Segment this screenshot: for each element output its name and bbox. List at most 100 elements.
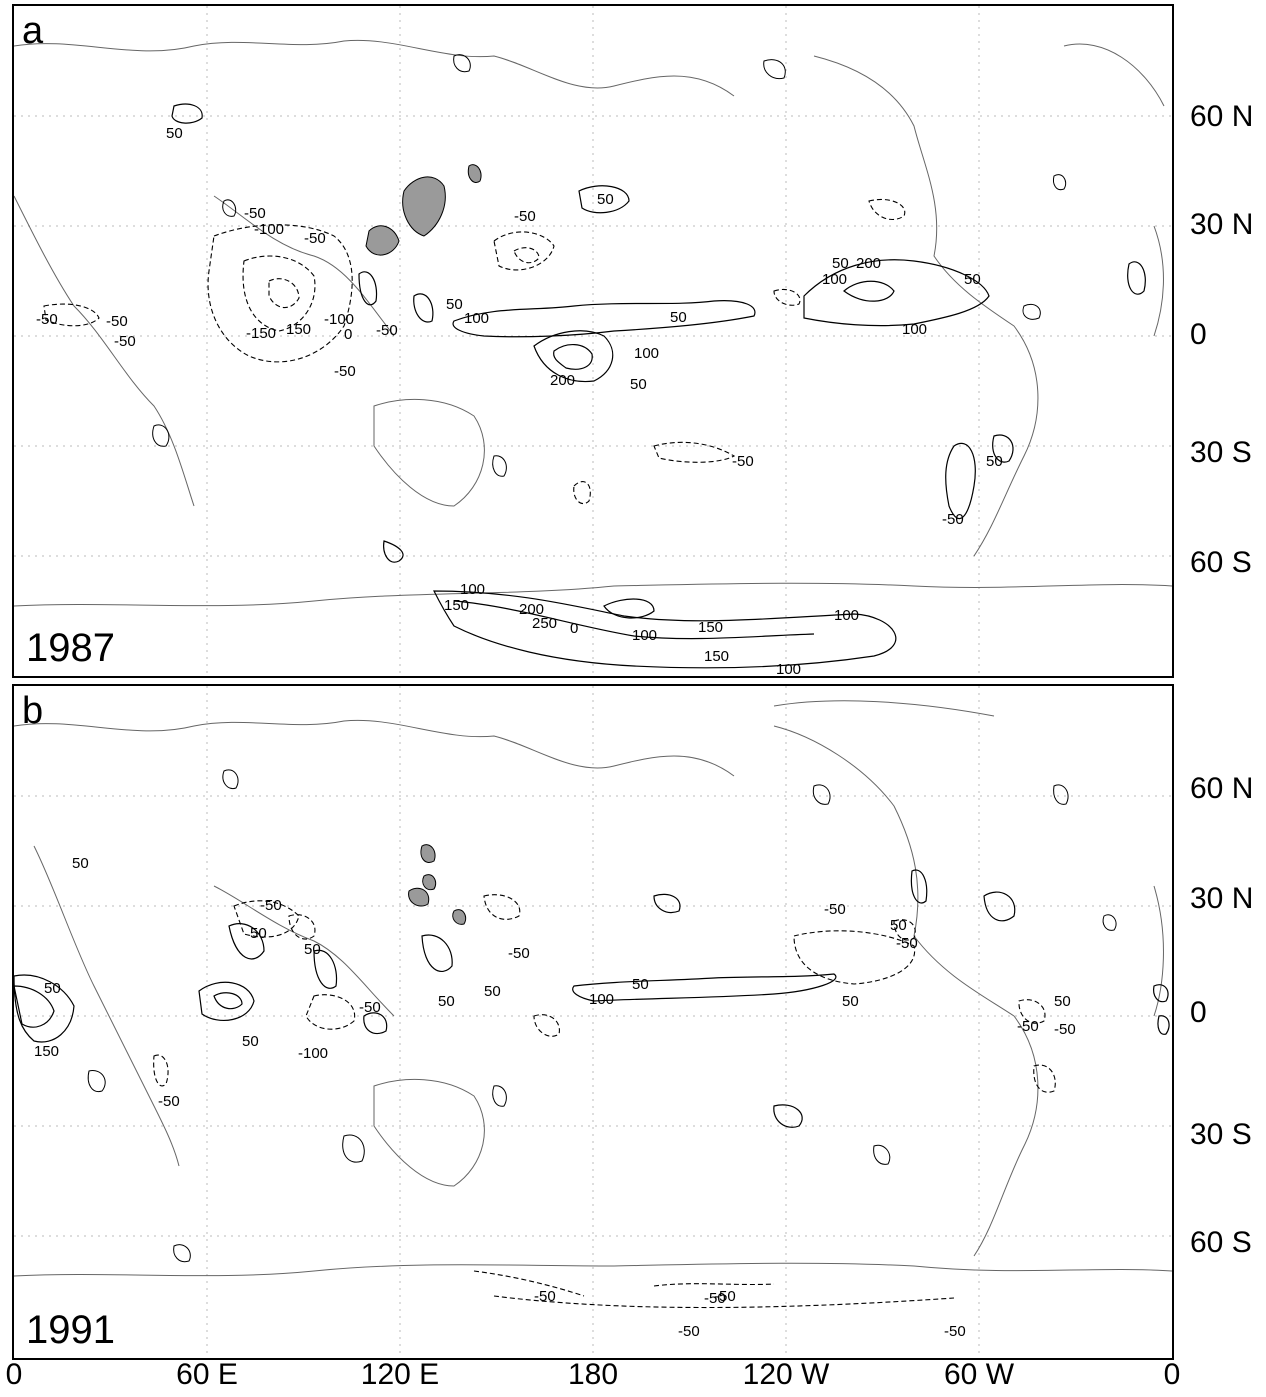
lon-label: 60 E <box>176 1358 238 1391</box>
lon-label: 120 E <box>360 1358 440 1391</box>
contour-label: 50 <box>986 453 1003 470</box>
contour-label: -50 <box>244 205 266 222</box>
contour-label: 100 <box>464 310 489 327</box>
lat-label: 0 <box>1190 996 1207 1029</box>
contour-label: -50 <box>158 1093 180 1110</box>
contour-label: -50 <box>942 511 964 528</box>
lon-label: 60 W <box>943 1358 1015 1391</box>
contour-label: -50 <box>714 1288 736 1305</box>
contour-label: 100 <box>902 321 927 338</box>
contour-label: -50 <box>260 897 282 914</box>
graticule <box>14 6 1172 676</box>
small-contours <box>152 54 1067 477</box>
map-panel-1987: 50 -50 -100 -50 50 -50 50 200 100 50 -50… <box>12 4 1174 678</box>
lat-label: 60 N <box>1190 772 1254 805</box>
panel-letter: b <box>22 690 44 732</box>
contour-label: 50 <box>1054 993 1071 1010</box>
contour-label: -50 <box>376 322 398 339</box>
contour-label: 250 <box>532 615 557 632</box>
lat-label: 30 S <box>1190 436 1252 469</box>
contour-label: -50 <box>944 1323 966 1340</box>
contour-label: 150 <box>444 597 469 614</box>
contour-label: 150 <box>698 619 723 636</box>
contour-label: 0 <box>570 620 578 637</box>
lon-label: 180 <box>567 1358 619 1391</box>
contour-label: 50 <box>44 980 61 997</box>
panel-year: 1987 <box>26 626 115 670</box>
contour-label: 100 <box>834 607 859 624</box>
negative-contours <box>153 894 1056 1309</box>
lon-label: 120 W <box>742 1358 830 1391</box>
contour-label: 50 <box>832 255 849 272</box>
contour-label: 50 <box>72 855 89 872</box>
contour-label: -50 <box>1054 1021 1076 1038</box>
contour-label: 150 <box>34 1043 59 1060</box>
contour-label: 100 <box>822 271 847 288</box>
contour-label: 50 <box>597 191 614 208</box>
lat-label: 60 N <box>1190 100 1254 133</box>
contour-label: -50 <box>304 230 326 247</box>
contour-label: -50 <box>106 313 128 330</box>
lon-label: 0 <box>5 1358 23 1391</box>
contour-label: 50 <box>842 993 859 1010</box>
map-canvas-1987: 50 -50 -100 -50 50 -50 50 200 100 50 -50… <box>14 6 1172 676</box>
contour-label: -50 <box>359 999 381 1016</box>
contour-label: -50 <box>732 453 754 470</box>
contour-label: -50 <box>514 208 536 225</box>
contour-label: -50 <box>1017 1018 1039 1035</box>
contour-label: 50 <box>250 925 267 942</box>
contour-labels: 50 -50 -100 -50 50 -50 50 200 100 50 -50… <box>36 125 1003 676</box>
contour-label: 50 <box>890 917 907 934</box>
contour-label: 100 <box>634 345 659 362</box>
contour-label: -50 <box>678 1323 700 1340</box>
contour-label: 200 <box>550 372 575 389</box>
lat-label: 60 S <box>1190 546 1252 579</box>
small-contours <box>87 769 1117 1263</box>
contour-label: 150 <box>286 321 311 338</box>
negative-contours <box>43 198 906 505</box>
contour-label: -50 <box>534 1288 556 1305</box>
contour-label: 50 <box>304 941 321 958</box>
map-canvas-1991: 50 -50 50 50 -50 50 -50 50 -50 50 50 150… <box>14 686 1172 1358</box>
map-panel-1991: 50 -50 50 50 -50 50 -50 50 -50 50 50 150… <box>12 684 1174 1360</box>
panel-letter: a <box>22 10 44 52</box>
contour-label: -100 <box>254 221 284 238</box>
lat-label: 30 N <box>1190 882 1254 915</box>
contour-label: -50 <box>824 901 846 918</box>
shaded-regions <box>408 844 467 925</box>
contour-label: -100 <box>298 1045 328 1062</box>
contour-label: -50 <box>508 945 530 962</box>
contour-label: 50 <box>242 1033 259 1050</box>
contour-label: 50 <box>630 376 647 393</box>
contour-label: 50 <box>484 983 501 1000</box>
contour-label: 100 <box>589 991 614 1008</box>
contour-label: 0 <box>344 326 352 343</box>
lat-label: 60 S <box>1190 1226 1252 1259</box>
contour-label: 50 <box>964 271 981 288</box>
graticule <box>14 686 1172 1358</box>
lat-label: 30 S <box>1190 1118 1252 1151</box>
shaded-regions <box>365 164 482 256</box>
lat-label: 30 N <box>1190 208 1254 241</box>
positive-contours <box>14 869 1170 1128</box>
contour-label: -100 <box>324 311 354 328</box>
contour-label: 150 <box>704 648 729 665</box>
contour-label: 50 <box>632 976 649 993</box>
contour-label: -50 <box>334 363 356 380</box>
contour-label: 50 <box>438 993 455 1010</box>
coastlines <box>14 39 1172 607</box>
contour-labels: 50 -50 50 50 -50 50 -50 50 -50 50 50 150… <box>34 855 1076 1340</box>
contour-label: 100 <box>776 661 801 676</box>
contour-label: 50 <box>446 296 463 313</box>
lat-label: 0 <box>1190 318 1207 351</box>
contour-label: -50 <box>704 1290 726 1307</box>
contour-label: -50 <box>896 935 918 952</box>
contour-label: 100 <box>460 581 485 598</box>
contour-label: 50 <box>166 125 183 142</box>
contour-label: 200 <box>519 601 544 618</box>
contour-label: -50 <box>114 333 136 350</box>
contour-label: 100 <box>632 627 657 644</box>
contour-label: -150 <box>246 325 276 342</box>
contour-label: 50 <box>670 309 687 326</box>
contour-label: 200 <box>856 255 881 272</box>
